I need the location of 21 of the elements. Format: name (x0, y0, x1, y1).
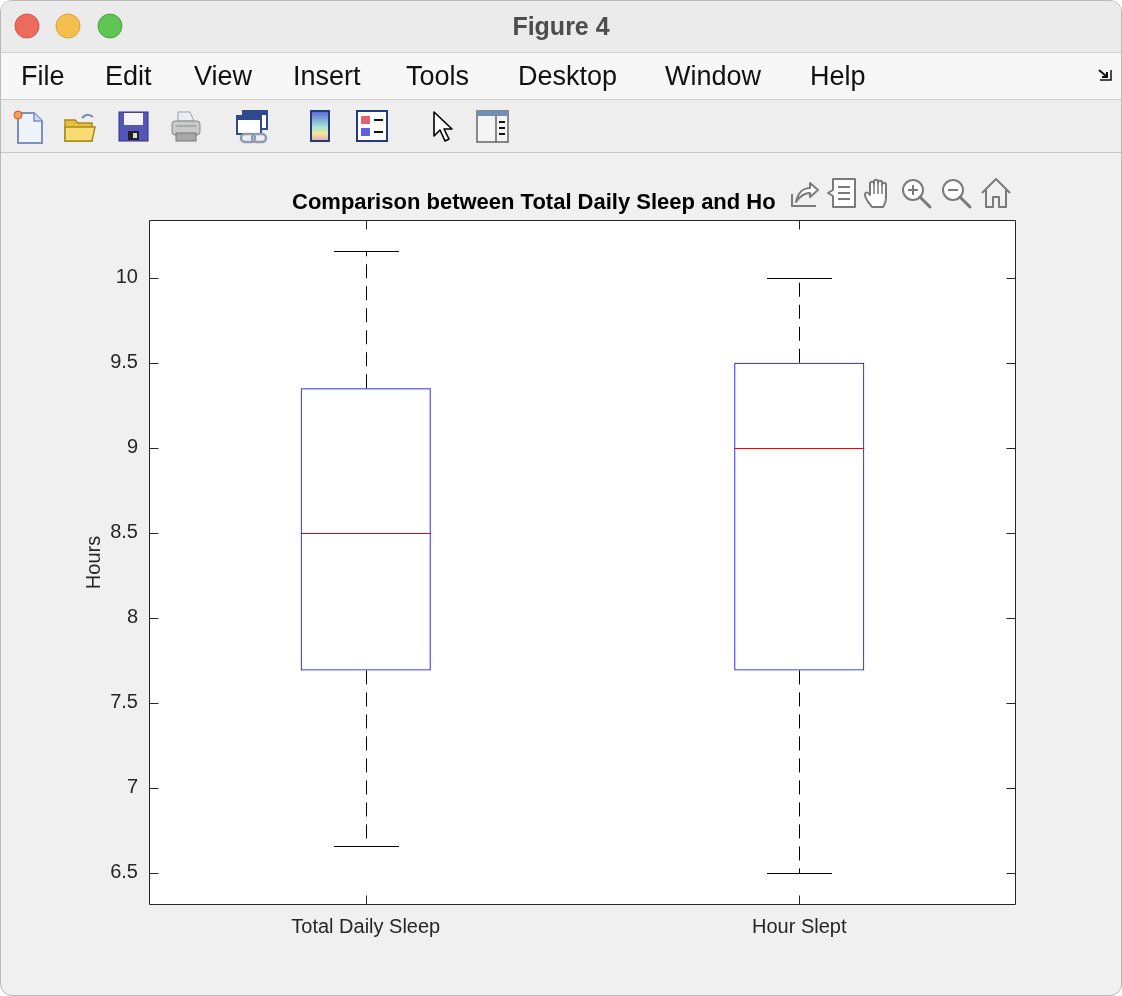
y-tick-label: 8 (126, 605, 138, 628)
y-tick-label: 9.5 (110, 350, 138, 373)
text: Insert (293, 61, 361, 92)
y-tick-label: 10 (115, 265, 138, 288)
y-axis-title: Hours (81, 535, 104, 590)
x-tick-label: Hour Slept (752, 914, 847, 937)
text: Tools (406, 61, 470, 92)
text: Window (665, 61, 762, 92)
chart-title: Comparison between Total Daily Sleep and Ho (292, 189, 776, 215)
text: Desktop (518, 61, 618, 92)
y-tick-label: 7.5 (110, 690, 138, 713)
text: Help (810, 61, 866, 92)
caption: Figure 4 (511, 12, 611, 41)
y-tick-label: 6.5 (110, 860, 138, 883)
x-tick-label: Total Daily Sleep (291, 914, 441, 937)
text: View (194, 61, 253, 92)
y-tick-label: 7 (126, 775, 138, 798)
y-tick-label: 8.5 (110, 520, 138, 543)
text: Edit (105, 61, 152, 92)
y-tick-label: 9 (126, 435, 138, 458)
text: File (21, 61, 65, 92)
